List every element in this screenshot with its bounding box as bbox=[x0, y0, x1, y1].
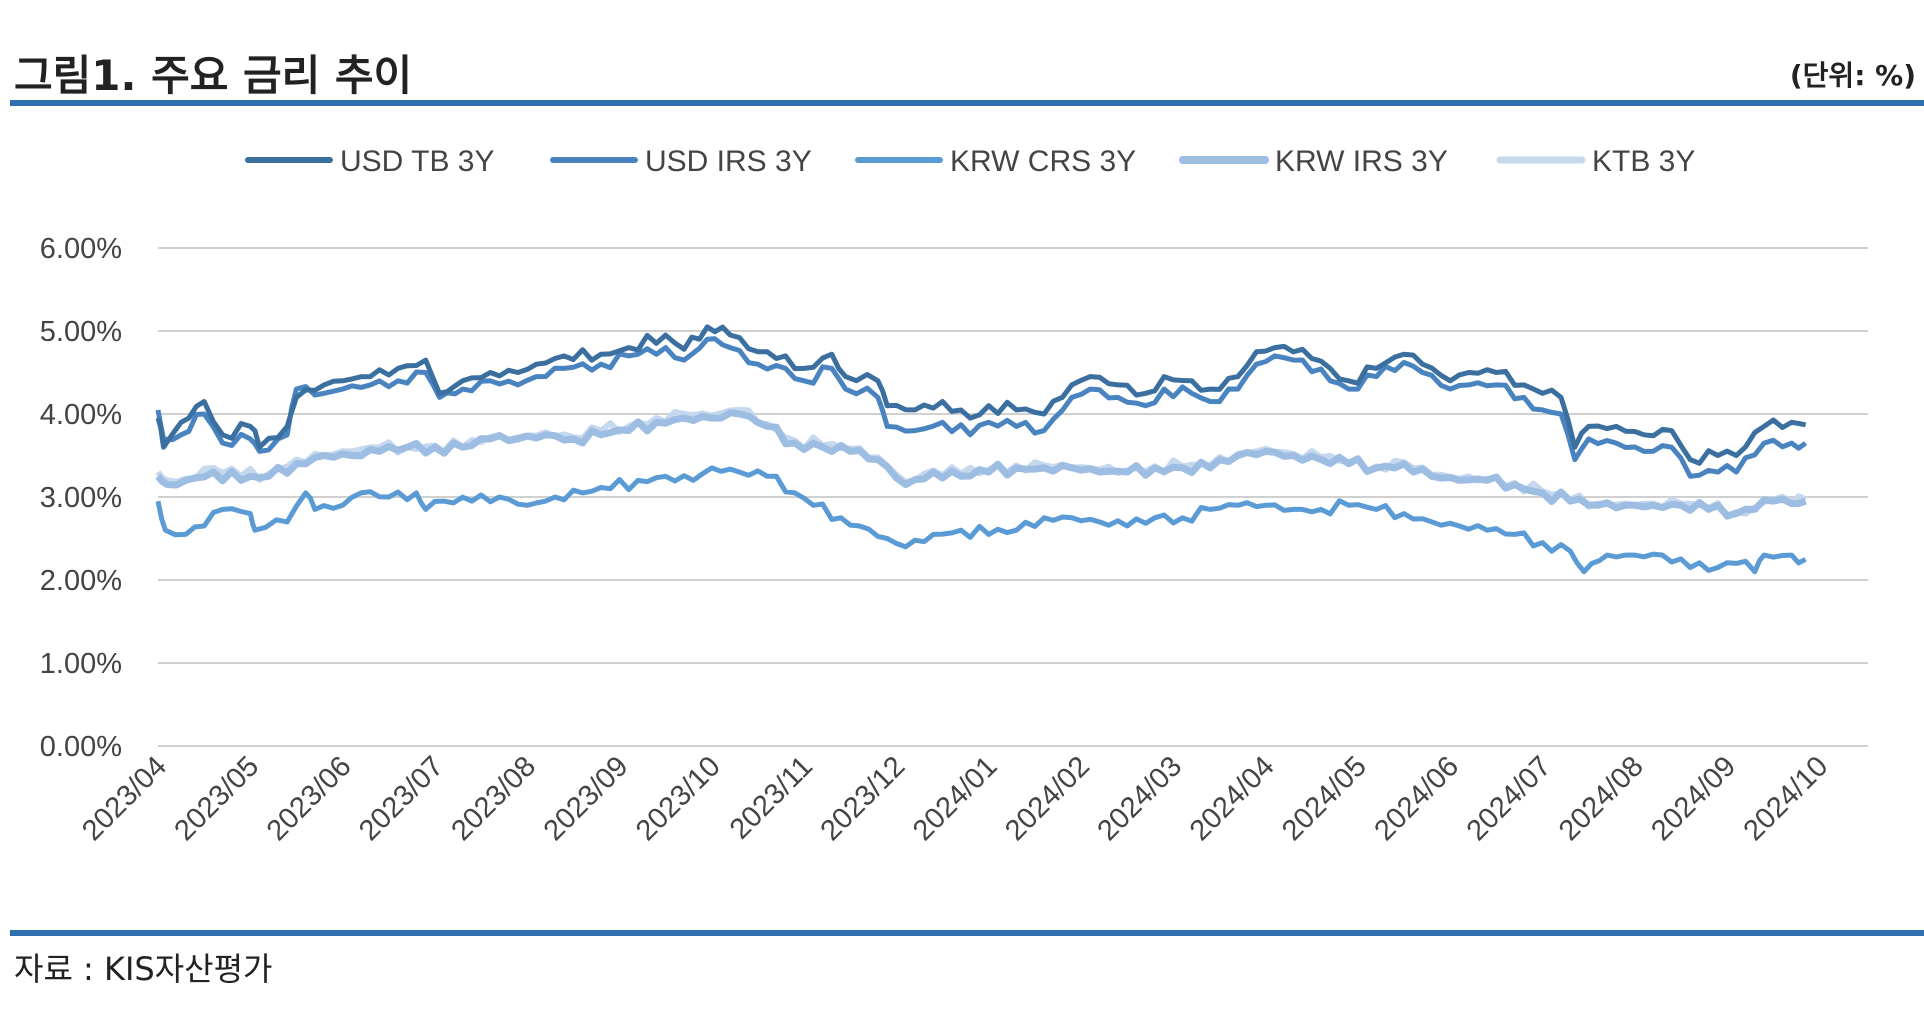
x-tick-label: 2024/07 bbox=[1461, 750, 1558, 847]
line-chart: 6.00% 5.00% 4.00% 3.00% 2.00% 1.00% 0.00% 2023… bbox=[40, 145, 1868, 847]
x-tick-label: 2023/09 bbox=[538, 750, 635, 847]
x-tick-label: 2023/10 bbox=[630, 750, 727, 847]
x-tick-label: 2023/12 bbox=[815, 750, 912, 847]
series-lines bbox=[155, 324, 1808, 575]
x-tick-label: 2024/09 bbox=[1645, 750, 1742, 847]
y-tick-label: 1.00% bbox=[40, 648, 122, 680]
x-tick-label: 2024/03 bbox=[1091, 750, 1188, 847]
legend-label: KRW IRS 3Y bbox=[1275, 145, 1448, 178]
legend-label: KTB 3Y bbox=[1592, 145, 1695, 178]
x-tick-label: 2023/05 bbox=[168, 750, 265, 847]
x-tick-label: 2024/06 bbox=[1368, 750, 1465, 847]
unit-label: (단위: %) bbox=[1789, 59, 1916, 92]
legend-label: KRW CRS 3Y bbox=[950, 145, 1136, 178]
series-line bbox=[155, 409, 1807, 520]
top-divider bbox=[10, 100, 1924, 106]
bottom-divider bbox=[10, 930, 1924, 936]
y-tick-label: 4.00% bbox=[40, 399, 122, 431]
y-tick-label: 0.00% bbox=[40, 731, 122, 763]
series-line bbox=[155, 336, 1808, 479]
legend: USD TB 3Y USD IRS 3Y KRW CRS 3Y KRW IRS 3Y K… bbox=[245, 145, 1695, 178]
y-tick-label: 5.00% bbox=[40, 316, 122, 348]
y-axis-labels: 6.00% 5.00% 4.00% 3.00% 2.00% 1.00% 0.00% bbox=[40, 233, 122, 763]
x-tick-label: 2024/02 bbox=[999, 750, 1096, 847]
x-tick-label: 2024/05 bbox=[1276, 750, 1373, 847]
x-tick-label: 2023/04 bbox=[76, 750, 173, 847]
x-tick-label: 2024/04 bbox=[1184, 750, 1281, 847]
x-tick-label: 2024/01 bbox=[907, 750, 1004, 847]
y-tick-label: 2.00% bbox=[40, 565, 122, 597]
x-tick-label: 2023/07 bbox=[353, 750, 450, 847]
y-tick-label: 6.00% bbox=[40, 233, 122, 265]
x-axis-labels: 2023/042023/052023/062023/072023/082023/… bbox=[76, 750, 1834, 847]
series-line bbox=[155, 465, 1807, 575]
x-tick-label: 2023/06 bbox=[261, 750, 358, 847]
y-tick-label: 3.00% bbox=[40, 482, 122, 514]
x-tick-label: 2024/08 bbox=[1553, 750, 1650, 847]
x-tick-label: 2024/10 bbox=[1738, 750, 1835, 847]
chart-title: 그림1. 주요 금리 추이 bbox=[14, 51, 413, 100]
legend-label: USD IRS 3Y bbox=[645, 145, 812, 178]
source-note: 자료 : KIS자산평가 bbox=[14, 950, 273, 988]
x-tick-label: 2023/08 bbox=[445, 750, 542, 847]
x-tick-label: 2023/11 bbox=[724, 750, 819, 845]
series-line bbox=[155, 324, 1807, 466]
legend-label: USD TB 3Y bbox=[340, 145, 495, 178]
